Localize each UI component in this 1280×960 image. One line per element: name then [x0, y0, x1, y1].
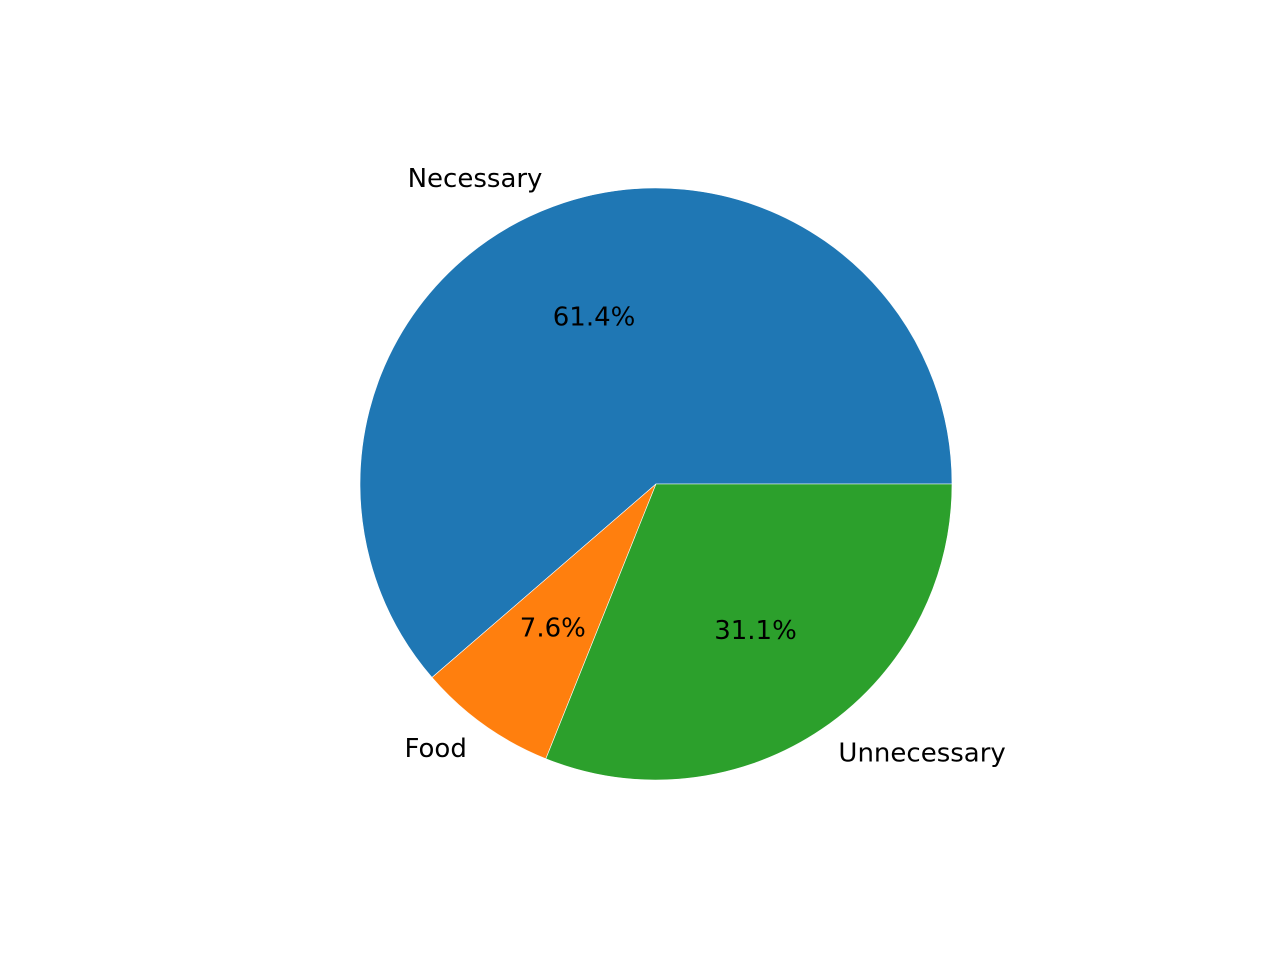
slice-label-necessary: Necessary: [408, 164, 543, 194]
labels-layer: Necessary 61.4% Food 7.6% Unnecessary 31.1%: [404, 164, 1005, 769]
slice-unnecessary: [545, 483, 953, 781]
pct-label-necessary: 61.4%: [553, 303, 636, 333]
slice-necessary: [359, 187, 953, 678]
slices-layer: [359, 187, 953, 781]
pct-label-unnecessary: 31.1%: [714, 616, 797, 646]
pct-label-food: 7.6%: [520, 614, 586, 644]
slice-label-food: Food: [404, 734, 466, 764]
slice-food: [431, 483, 657, 760]
slice-label-unnecessary: Unnecessary: [838, 739, 1005, 769]
